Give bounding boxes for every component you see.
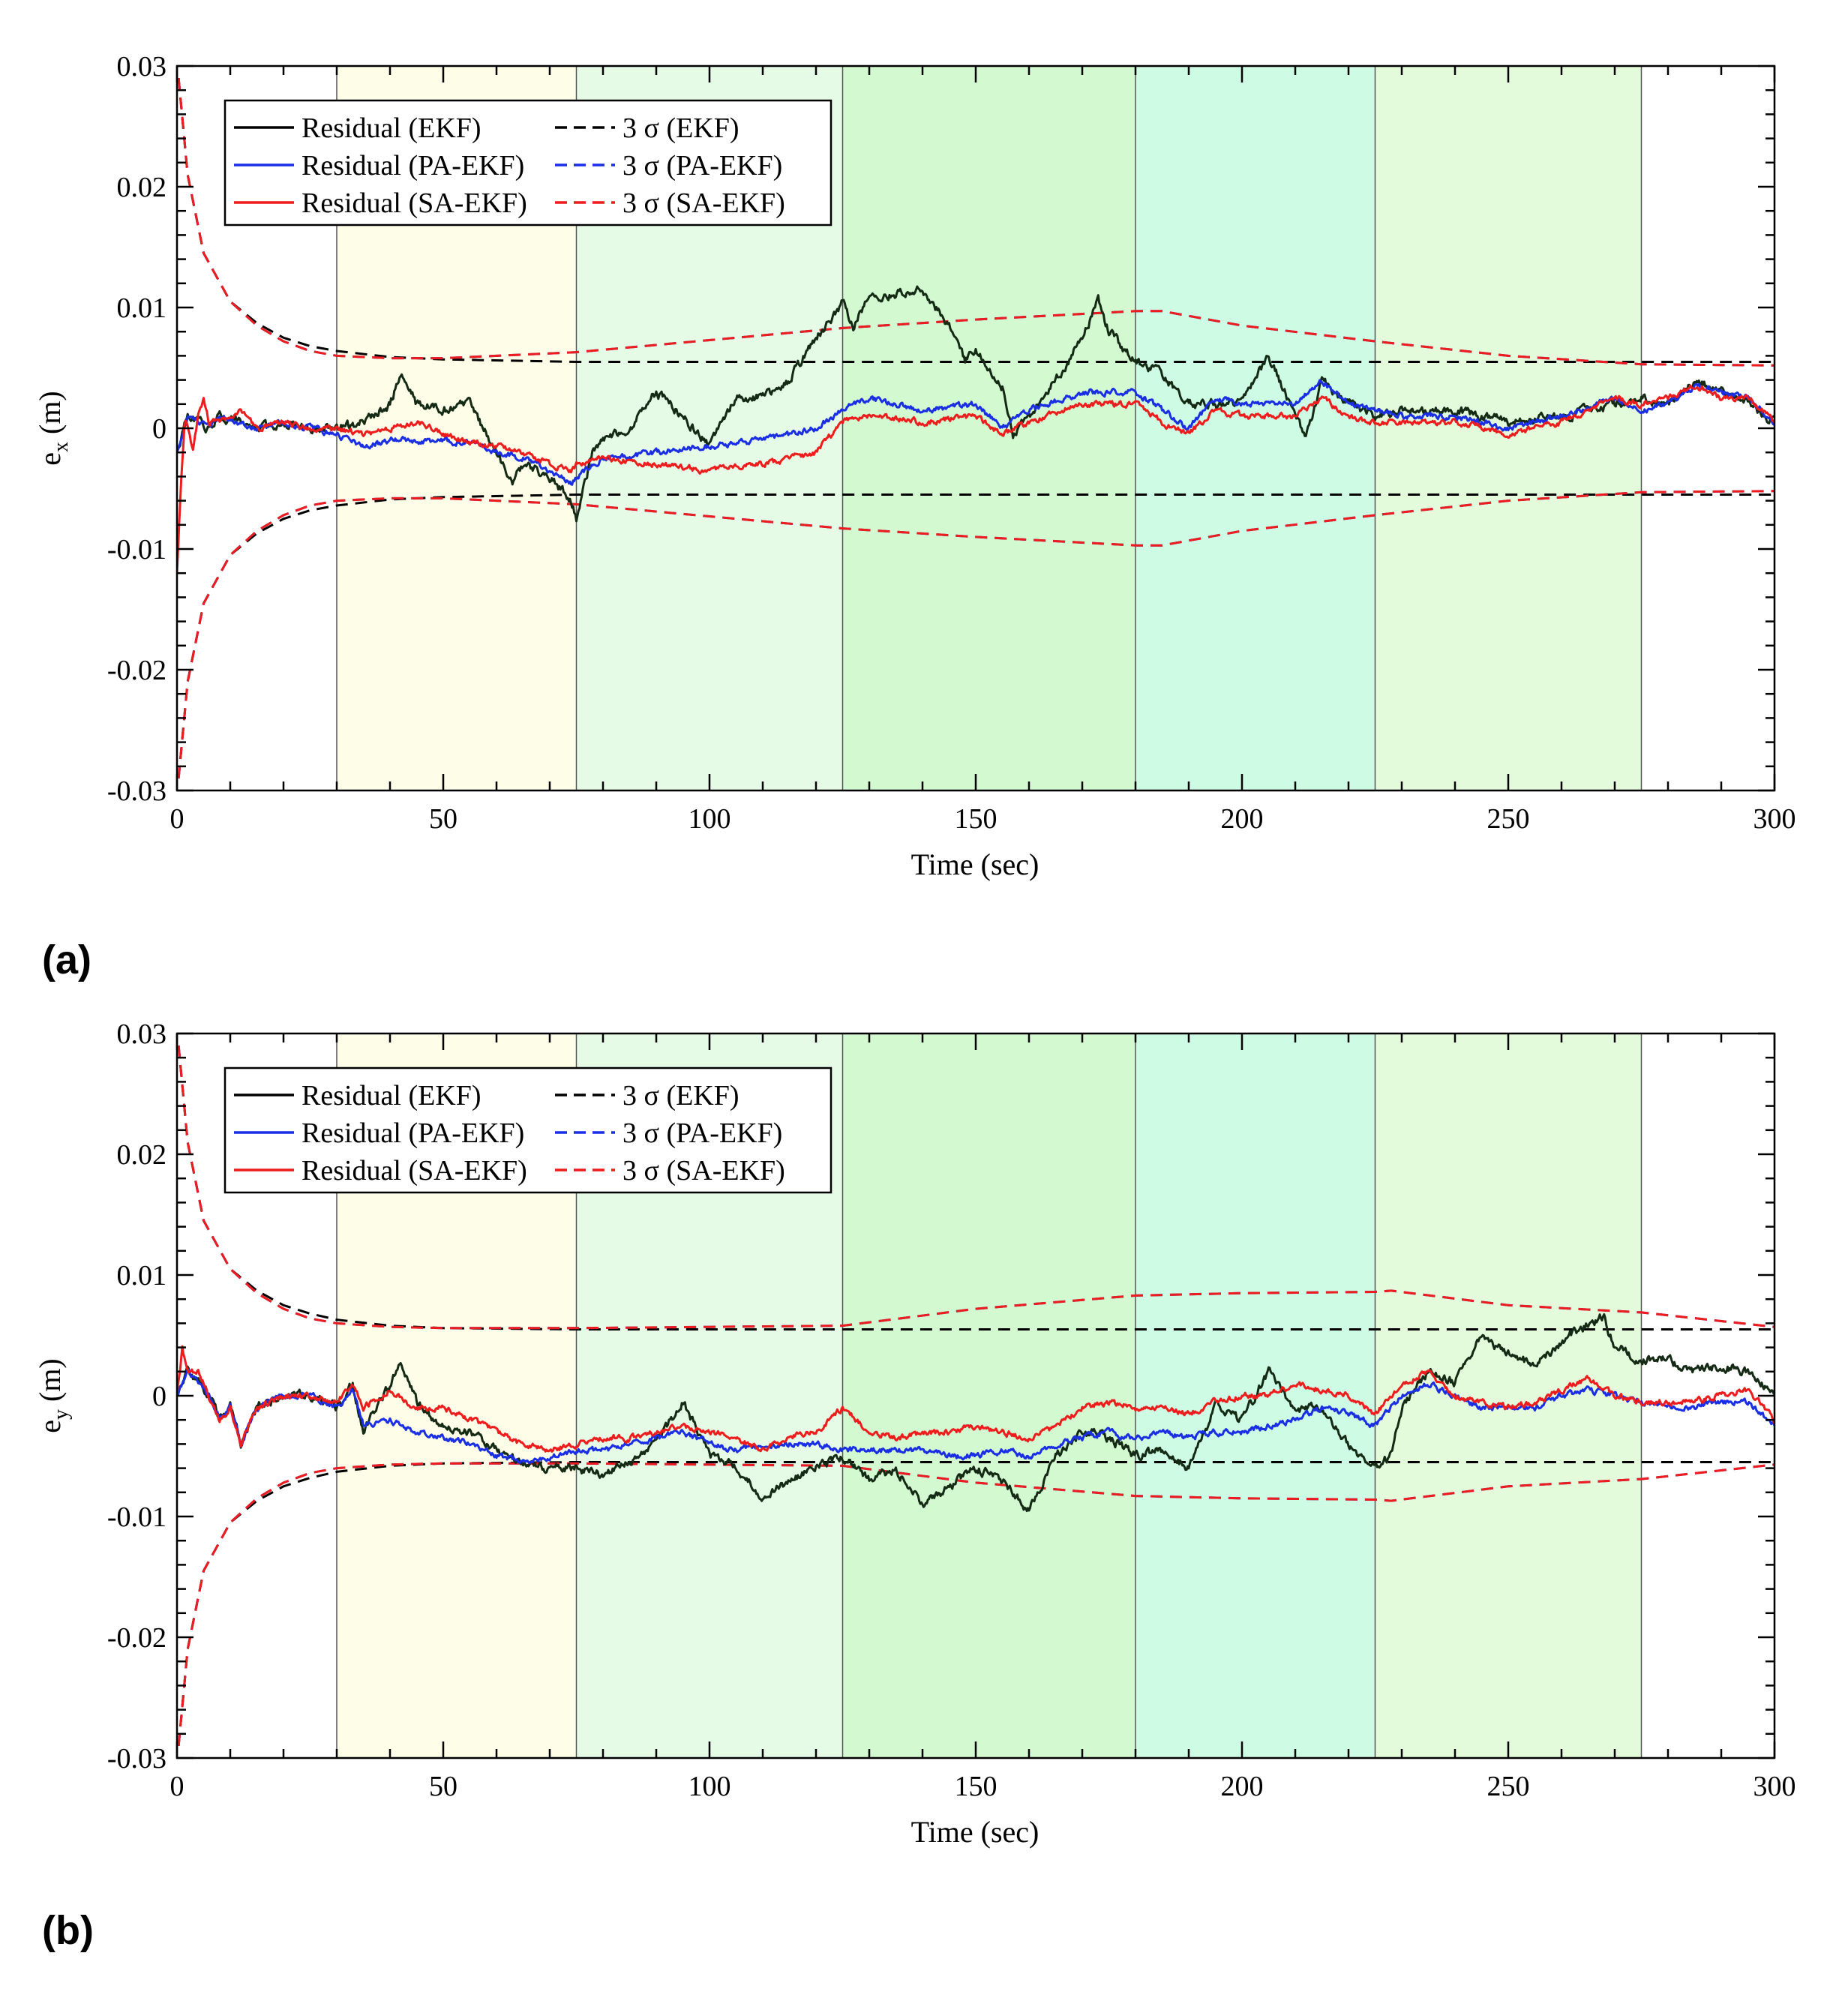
y-tick-label: 0.01 <box>117 292 167 324</box>
x-tick-label: 200 <box>1221 1771 1264 1802</box>
legend-box <box>224 1066 832 1194</box>
x-tick-label: 150 <box>955 1771 998 1802</box>
y-axis-label: ey (m) <box>33 1358 73 1433</box>
chart-panel-b: 0 50 100 150 200 250 300 -0.03 -0.02 -0.01 0 0.01 0.… <box>33 1018 1796 1953</box>
axis-ticks: 0 50 100 150 200 250 300 -0.03 -0.02 -0.01 0 0.01 0.… <box>107 1018 1796 1802</box>
series-3-sigma-sa-ekf-lower <box>177 1462 1774 1747</box>
shaded-region <box>842 1034 1136 1758</box>
y-tick-label: 0 <box>152 413 166 445</box>
y-tick-label: -0.01 <box>107 1502 166 1533</box>
x-tick-label: 200 <box>1221 803 1264 835</box>
legend-label: 3 σ (EKF) <box>622 112 740 144</box>
series-residual-ekf <box>177 1313 1774 1513</box>
y-tick-label: 0.03 <box>117 1018 167 1050</box>
y-tick-label: 0.02 <box>117 1139 167 1171</box>
y-tick-label: -0.02 <box>107 1622 166 1654</box>
series-residual-ekf <box>177 285 1774 523</box>
series-group <box>177 1045 1774 1747</box>
legend-label: 3 σ (SA-EKF) <box>622 1155 785 1186</box>
y-tick-label: -0.01 <box>107 534 166 566</box>
y-tick-label: -0.03 <box>107 776 166 807</box>
y-tick-label: -0.02 <box>107 655 166 686</box>
x-tick-label: 250 <box>1487 1771 1530 1802</box>
legend-label: Residual (SA-EKF) <box>302 188 527 219</box>
y-tick-label: 0 <box>152 1381 166 1412</box>
x-tick-label: 300 <box>1754 803 1796 835</box>
x-tick-label: 50 <box>429 1771 458 1802</box>
x-tick-label: 0 <box>170 803 184 835</box>
legend-label: Residual (SA-EKF) <box>302 1155 527 1186</box>
series-residual-sa-ekf <box>177 384 1774 573</box>
series-3-sigma-sa-ekf-lower <box>177 490 1774 779</box>
panel-label: (a) <box>42 938 92 982</box>
shaded-region <box>1375 1034 1642 1758</box>
x-axis-label: Time (sec) <box>911 1815 1040 1849</box>
axis-ticks: 0 50 100 150 200 250 300 -0.03 -0.02 -0.01 0 0.01 0.… <box>107 51 1796 835</box>
x-tick-label: 100 <box>688 803 731 835</box>
x-tick-label: 0 <box>170 1771 184 1802</box>
shaded-region <box>842 66 1136 790</box>
series-group <box>177 77 1774 779</box>
panel-label: (b) <box>42 1908 94 1953</box>
x-axis-label: Time (sec) <box>911 848 1040 881</box>
legend-label: Residual (EKF) <box>302 112 482 144</box>
series-3-sigma-sa-ekf-upper <box>177 1045 1774 1330</box>
x-tick-label: 50 <box>429 803 458 835</box>
legend-label: Residual (EKF) <box>302 1080 482 1112</box>
chart-panel-a: 0 50 100 150 200 250 300 -0.03 -0.02 -0.01 0 0.01 0.… <box>33 51 1796 982</box>
legend-label: 3 σ (PA-EKF) <box>622 150 782 182</box>
y-tick-label: 0.01 <box>117 1260 167 1292</box>
legend-label: 3 σ (SA-EKF) <box>622 188 785 219</box>
x-tick-label: 300 <box>1754 1771 1796 1802</box>
legend-label: 3 σ (EKF) <box>622 1080 740 1112</box>
x-tick-label: 250 <box>1487 803 1530 835</box>
series-3-sigma-sa-ekf-upper <box>177 77 1774 367</box>
series-residual-pa-ekf <box>177 379 1774 486</box>
y-tick-label: -0.03 <box>107 1743 166 1774</box>
legend-box <box>224 99 832 226</box>
legend: Residual (EKF) 3 σ (EKF) Residual (PA-EKF)… <box>224 99 832 226</box>
series-residual-sa-ekf <box>177 1345 1774 1453</box>
legend: Residual (EKF) 3 σ (EKF) Residual (PA-EKF)… <box>224 1066 832 1194</box>
x-tick-label: 150 <box>955 803 998 835</box>
y-tick-label: 0.02 <box>117 172 167 203</box>
y-tick-label: 0.03 <box>117 51 167 82</box>
legend-label: Residual (PA-EKF) <box>302 150 524 182</box>
legend-label: 3 σ (PA-EKF) <box>622 1118 782 1149</box>
y-axis-label: ex (m) <box>33 391 73 466</box>
legend-label: Residual (PA-EKF) <box>302 1118 524 1149</box>
x-tick-label: 100 <box>688 1771 731 1802</box>
